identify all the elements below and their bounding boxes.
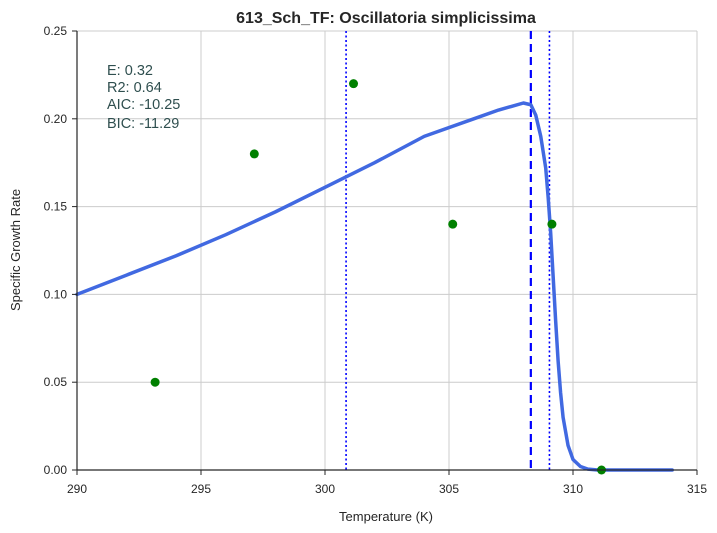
x-tick-label: 295 [191, 482, 211, 496]
axes [76, 31, 697, 471]
x-tick-label: 310 [563, 482, 583, 496]
reference-lines [345, 31, 551, 470]
x-tick-label: 315 [687, 482, 707, 496]
x-tick-label: 305 [439, 482, 459, 496]
x-tick-label: 290 [67, 482, 87, 496]
y-tick-label: 0.15 [44, 200, 68, 214]
tick-labels: 290 295 300 305 310 315 0.00 0.05 0.10 0.15 0.20 0.… [44, 24, 708, 496]
stat-aic: AIC: -10.25 [107, 97, 180, 113]
fit-curve-line [75, 101, 674, 472]
data-point [150, 377, 160, 387]
y-tick-label: 0.10 [44, 287, 68, 301]
stat-e: E: 0.32 [107, 63, 153, 79]
data-point [349, 79, 359, 89]
y-tick-label: 0.20 [44, 112, 68, 126]
x-tick-label: 300 [315, 482, 335, 496]
fit-curve [75, 101, 674, 472]
y-tick-label: 0.25 [44, 24, 68, 38]
data-point [547, 219, 557, 229]
fit-statistics: E: 0.32 R2: 0.64 AIC: -10.25 BIC: -11.29 [107, 63, 180, 132]
stat-r2: R2: 0.64 [107, 80, 162, 96]
chart-title: 613_Sch_TF: Oscillatoria simplicissima [236, 10, 536, 27]
y-axis-label: Specific Growth Rate [8, 189, 23, 311]
data-point [448, 219, 458, 229]
data-point [249, 149, 259, 159]
data-points [150, 79, 607, 475]
y-tick-label: 0.00 [44, 463, 68, 477]
stat-bic: BIC: -11.29 [107, 116, 179, 132]
y-tick-label: 0.05 [44, 375, 68, 389]
x-axis-label: Temperature (K) [339, 509, 433, 524]
